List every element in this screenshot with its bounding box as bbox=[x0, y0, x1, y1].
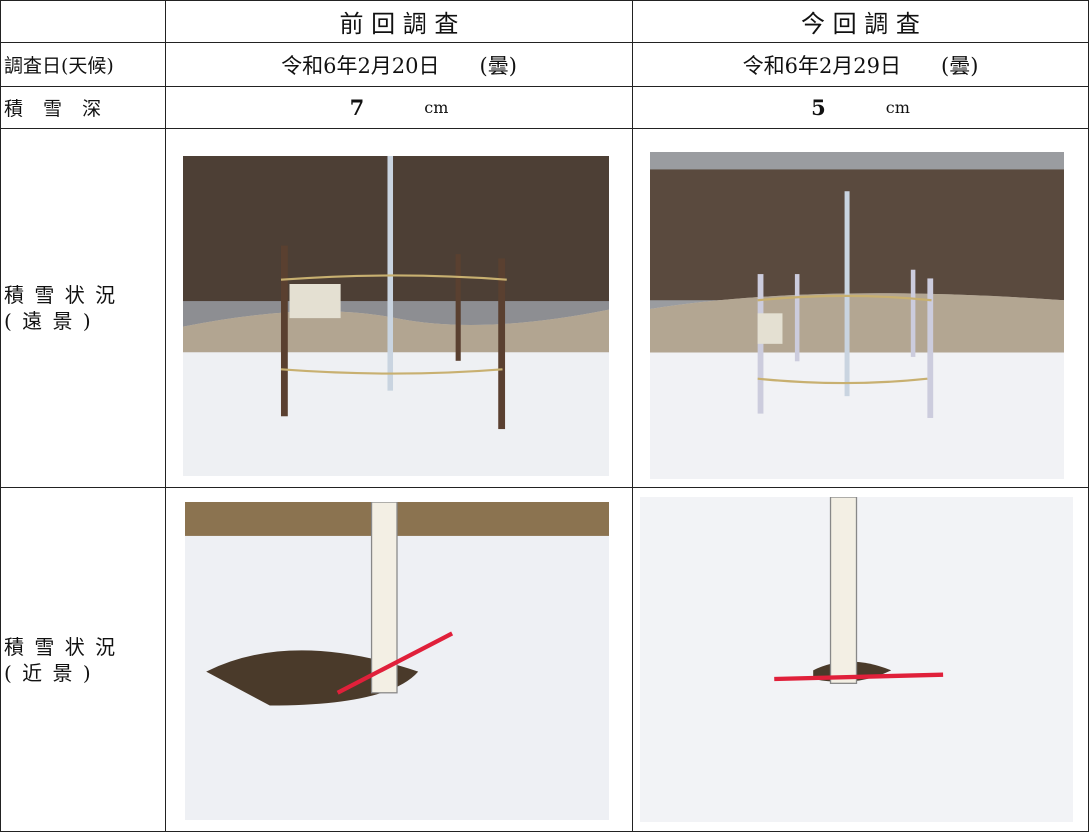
corner-cell bbox=[1, 1, 166, 43]
header-current: 今 回 調 査 bbox=[633, 1, 1089, 43]
label-line: ( 近 景 ) bbox=[4, 660, 93, 685]
date: 令和6年2月20日 bbox=[281, 53, 440, 78]
header-previous: 前 回 調 査 bbox=[166, 1, 633, 43]
depth-unit: cm bbox=[885, 98, 910, 117]
photo-cell bbox=[166, 129, 633, 488]
row-label: 調査日(天候) bbox=[1, 43, 166, 87]
date: 令和6年2月29日 bbox=[742, 53, 902, 78]
row-label: 積 雪 状 況( 遠 景 ) bbox=[1, 129, 166, 488]
date-cell: 令和6年2月29日 (曇) bbox=[633, 43, 1089, 87]
photo-close-previous bbox=[185, 502, 609, 820]
row-label: 積 雪 状 況( 近 景 ) bbox=[1, 488, 166, 832]
row-label: 積 雪 深 bbox=[1, 87, 166, 129]
photo-distant-current bbox=[650, 152, 1064, 479]
weather: (曇) bbox=[941, 53, 979, 78]
depth-unit: cm bbox=[424, 98, 449, 117]
photo-distant-previous bbox=[183, 156, 609, 476]
label-line: 積 雪 状 況 bbox=[4, 634, 118, 659]
depth-cell: 7 cm bbox=[166, 87, 633, 129]
weather: (曇) bbox=[479, 53, 517, 78]
date-cell: 令和6年2月20日 (曇) bbox=[166, 43, 633, 87]
label-line: ( 遠 景 ) bbox=[4, 309, 93, 333]
depth-value: 5 bbox=[811, 95, 826, 120]
photo-close-current bbox=[640, 497, 1073, 822]
label-line: 積 雪 状 況 bbox=[4, 283, 118, 307]
depth-value: 7 bbox=[349, 95, 365, 120]
depth-cell: 5 cm bbox=[633, 87, 1089, 129]
